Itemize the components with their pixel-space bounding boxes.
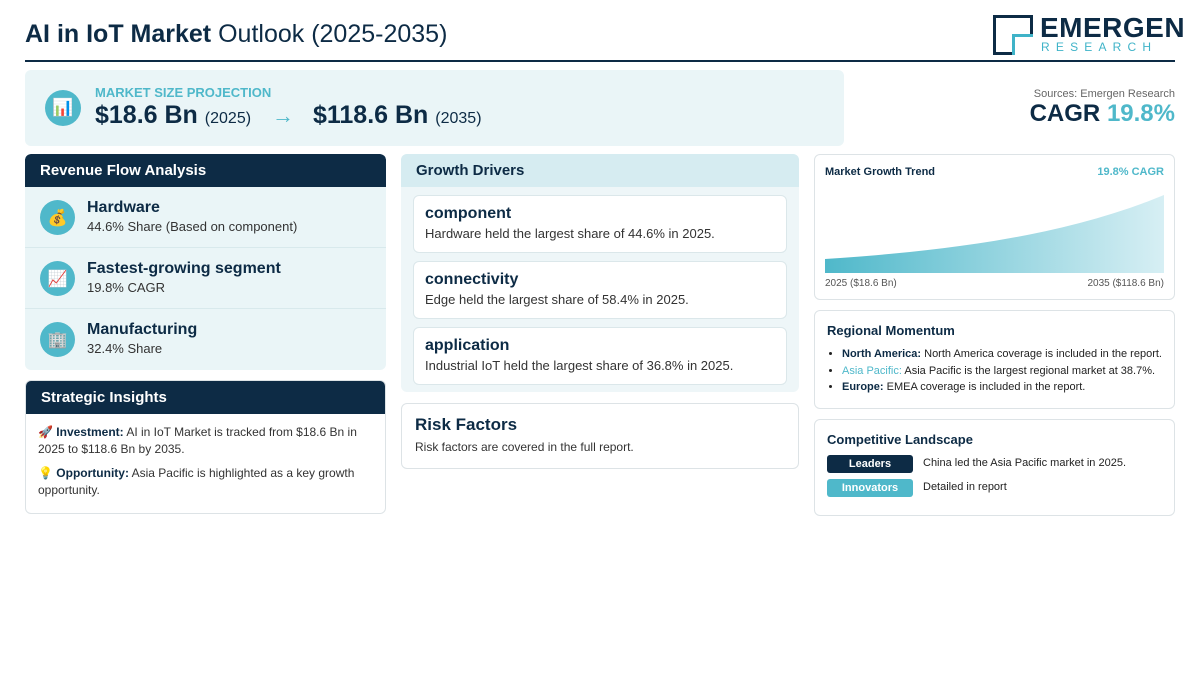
revenue-item-subtitle: 19.8% CAGR (87, 280, 166, 295)
logo-name: EMERGEN (1040, 12, 1186, 43)
leaders-badge: Leaders (827, 455, 913, 473)
arrow-right-icon: → (272, 103, 294, 128)
projection-start-year: (2025) (204, 110, 252, 127)
driver-title: component (425, 205, 512, 222)
competitive-landscape-title: Competitive Landscape (827, 432, 973, 447)
region-text: EMEA coverage is included in the report. (886, 381, 1086, 393)
bar-chart-icon: 📊 (45, 90, 81, 126)
region-text: Asia Pacific is the largest regional mar… (904, 364, 1156, 377)
strategic-insights-panel: Strategic Insights 🚀 Investment: AI in I… (25, 380, 386, 514)
region-item: Europe: EMEA coverage is included in the… (842, 381, 1162, 398)
competitive-landscape-panel: Competitive Landscape Leaders China led … (814, 419, 1175, 516)
trend-title: Market Growth Trend (825, 166, 936, 178)
revenue-item-title: Fastest-growing segment (87, 260, 281, 277)
driver-text: Edge held the largest share of 58.4% in … (425, 292, 689, 307)
risk-factors-title: Risk Factors (415, 415, 518, 434)
revenue-item: 🏢 Manufacturing 32.4% Share (25, 309, 386, 370)
opportunity-text: Asia Pacific is highlighted as a key gro… (38, 466, 355, 497)
growth-area (825, 195, 1164, 273)
trend-cagr: 19.8% CAGR (1097, 166, 1164, 178)
driver-title: connectivity (425, 271, 519, 288)
driver-text: Industrial IoT held the largest share of… (425, 358, 734, 373)
innovators-badge: Innovators (827, 479, 913, 497)
investment-insight: 🚀 Investment: AI in IoT Market is tracke… (38, 424, 373, 458)
projection-end-value: $118.6 Bn (312, 101, 429, 129)
driver-card: component Hardware held the largest shar… (413, 195, 787, 253)
revenue-flow-panel: Revenue Flow Analysis 💰 Hardware 44.6% S… (25, 154, 386, 370)
cagr-headline: CAGR 19.8% (1030, 100, 1175, 128)
opportunity-insight: 💡 Opportunity: Asia Pacific is highlight… (38, 465, 373, 499)
driver-card: application Industrial IoT held the larg… (413, 327, 787, 385)
region-name: Europe: (842, 381, 884, 393)
sources-note: Sources: Emergen Research (1033, 88, 1175, 100)
projection-start-value: $18.6 Bn (95, 101, 198, 129)
competitive-row-text: Detailed in report (923, 481, 1007, 493)
money-bag-icon: 💰 (40, 200, 75, 235)
revenue-item-title: Hardware (87, 199, 160, 216)
trend-chart-icon: 📈 (40, 261, 75, 296)
investment-text: AI in IoT Market is tracked from $18.6 B… (38, 425, 357, 456)
revenue-item: 📈 Fastest-growing segment 19.8% CAGR (25, 248, 386, 309)
page-title: AI in IoT Market Outlook (2025-2035) (25, 20, 447, 49)
investment-label: Investment: (56, 425, 124, 439)
region-text: North America coverage is included in th… (924, 348, 1162, 360)
region-list: North America: North America coverage is… (842, 348, 1162, 398)
projection-label: MARKET SIZE PROJECTION (95, 85, 272, 100)
revenue-item-subtitle: 32.4% Share (87, 341, 163, 356)
trend-end-label: 2035 ($118.6 Bn) (1087, 278, 1164, 289)
rocket-icon: 🚀 (38, 425, 53, 439)
growth-trend-chart (825, 195, 1164, 273)
logo-mark-icon (993, 15, 1033, 55)
driver-text: Hardware held the largest share of 44.6%… (425, 226, 715, 241)
competitive-row-text: China led the Asia Pacific market in 202… (923, 457, 1127, 469)
region-name: North America: (842, 348, 922, 360)
revenue-flow-title: Revenue Flow Analysis (25, 154, 386, 187)
logo-subtitle: RESEARCH (1041, 40, 1158, 54)
revenue-item-subtitle: 44.6% Share (Based on component) (87, 219, 298, 234)
opportunity-label: Opportunity: (56, 466, 129, 480)
building-icon: 🏢 (40, 322, 75, 357)
page-header: AI in IoT Market Outlook (2025-2035) EME… (25, 12, 1185, 62)
strategic-insights-title: Strategic Insights (26, 381, 385, 414)
revenue-item: 💰 Hardware 44.6% Share (Based on compone… (25, 187, 386, 248)
market-size-projection: 📊 MARKET SIZE PROJECTION $18.6 Bn (2025)… (25, 70, 844, 146)
driver-title: application (425, 337, 510, 354)
market-growth-trend-panel: Market Growth Trend 19.8% CAGR 2025 ($18… (814, 154, 1175, 300)
lightbulb-icon: 💡 (38, 466, 53, 480)
strategic-insights-body: 🚀 Investment: AI in IoT Market is tracke… (26, 414, 385, 513)
risk-factors-text: Risk factors are covered in the full rep… (415, 440, 634, 454)
growth-drivers-title: Growth Drivers (401, 154, 799, 187)
revenue-item-title: Manufacturing (87, 321, 198, 338)
region-item: North America: North America coverage is… (842, 348, 1162, 365)
risk-factors-panel: Risk Factors Risk factors are covered in… (401, 403, 799, 469)
region-item: Asia Pacific: Asia Pacific is the larges… (842, 365, 1162, 382)
growth-drivers-panel: Growth Drivers component Hardware held t… (401, 154, 799, 392)
page-title-rest: Outlook (2025-2035) (218, 20, 448, 48)
regional-momentum-panel: Regional Momentum North America: North A… (814, 310, 1175, 409)
page-title-bold: AI in IoT Market (25, 20, 212, 48)
trend-start-label: 2025 ($18.6 Bn) (825, 278, 897, 289)
projection-values: $18.6 Bn (2025) → $118.6 Bn (2035) (95, 101, 482, 130)
cagr-value: 19.8% (1106, 100, 1175, 127)
driver-card: connectivity Edge held the largest share… (413, 261, 787, 319)
region-name: Asia Pacific: (842, 364, 902, 377)
regional-momentum-title: Regional Momentum (827, 323, 955, 338)
emergen-logo: EMERGEN RESEARCH (993, 12, 1185, 56)
projection-end-year: (2035) (435, 110, 482, 127)
cagr-label: CAGR (1029, 100, 1101, 127)
